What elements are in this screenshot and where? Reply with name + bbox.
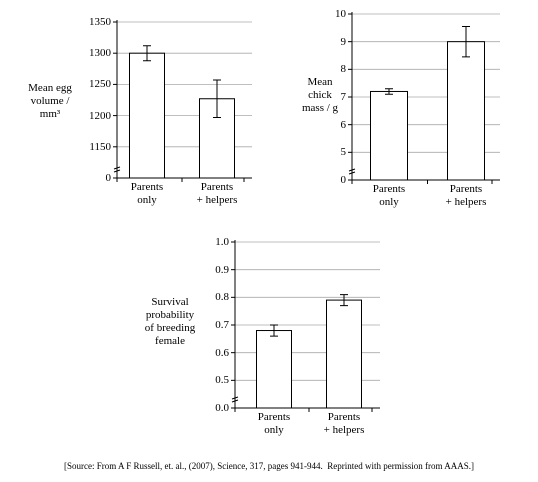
- x-tick-label: Parents + helpers: [323, 411, 365, 436]
- y-tick-label: 0: [340, 174, 347, 186]
- y-tick-label: 0.8: [215, 291, 229, 304]
- bar: [326, 299, 362, 409]
- y-tick-label: 6: [340, 118, 347, 131]
- error-bar: [143, 45, 151, 62]
- y-tick-label: 0.6: [215, 346, 229, 359]
- error-bar: [213, 79, 221, 118]
- y-axis-label: Mean chick mass / g: [301, 76, 339, 114]
- x-tick-label: Parents only: [130, 181, 164, 206]
- axis-break: [113, 166, 121, 173]
- x-tick-label: Parents + helpers: [445, 183, 487, 208]
- y-tick-label: 0.9: [215, 263, 229, 276]
- y-tick-label: 7: [340, 91, 347, 103]
- y-tick-label: 0: [105, 172, 112, 184]
- y-axis-label: Survival probability of breeding female: [144, 296, 196, 347]
- error-bar: [270, 324, 278, 337]
- y-tick-label: 10: [335, 8, 346, 20]
- x-tick-label: Parents only: [372, 183, 406, 208]
- bar: [370, 90, 408, 181]
- bar: [129, 52, 165, 179]
- axis-break: [231, 396, 239, 403]
- y-tick-label: 8: [340, 63, 347, 76]
- error-bar: [385, 88, 393, 95]
- y-tick-label: 1350: [89, 16, 111, 28]
- y-tick-label: 0.7: [215, 319, 229, 331]
- y-tick-label: 0.0: [215, 402, 229, 414]
- error-bar: [462, 25, 470, 58]
- y-tick-label: 0.5: [215, 374, 229, 387]
- error-bar: [340, 294, 348, 307]
- y-tick-label: 1300: [89, 47, 111, 60]
- y-tick-label: 1150: [89, 140, 111, 153]
- source-note: [Source: From A F Russell, et. al., (200…: [64, 461, 474, 471]
- bar: [256, 330, 292, 409]
- axis-break: [348, 168, 356, 175]
- y-tick-label: 1.0: [215, 236, 229, 248]
- bar: [447, 41, 485, 181]
- x-tick-label: Parents + helpers: [196, 181, 238, 206]
- y-tick-label: 9: [340, 35, 347, 48]
- y-axis-label: Mean egg volume / mm³: [28, 82, 72, 120]
- y-tick-label: 5: [340, 146, 347, 159]
- x-tick-label: Parents only: [257, 411, 291, 436]
- y-tick-label: 1200: [89, 109, 111, 122]
- y-tick-label: 1250: [89, 78, 111, 91]
